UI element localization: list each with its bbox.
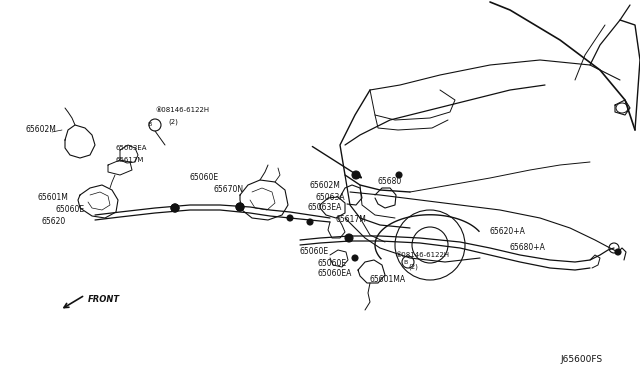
Text: 65060E: 65060E	[318, 259, 347, 267]
Text: FRONT: FRONT	[88, 295, 120, 305]
Text: 65063A: 65063A	[315, 192, 344, 202]
Circle shape	[352, 171, 360, 179]
Text: 65617M: 65617M	[335, 215, 366, 224]
Text: ⑧08146-6122H: ⑧08146-6122H	[155, 107, 209, 113]
Circle shape	[236, 203, 244, 211]
Text: 65617M: 65617M	[115, 157, 143, 163]
Circle shape	[307, 219, 313, 225]
Text: 65063EA: 65063EA	[308, 203, 342, 212]
Circle shape	[171, 204, 179, 212]
Text: 65680: 65680	[378, 177, 403, 186]
Text: 65060E: 65060E	[190, 173, 219, 183]
Text: B: B	[404, 260, 408, 264]
Text: 65620+A: 65620+A	[490, 228, 526, 237]
Text: 65670N: 65670N	[214, 186, 244, 195]
Circle shape	[171, 204, 179, 212]
Text: 65680+A: 65680+A	[510, 244, 546, 253]
Circle shape	[236, 203, 244, 211]
Circle shape	[345, 234, 353, 242]
Text: 65601M: 65601M	[38, 192, 69, 202]
Text: 65620: 65620	[42, 218, 67, 227]
Text: J65600FS: J65600FS	[560, 356, 602, 365]
Text: (2): (2)	[408, 264, 418, 270]
Text: (2): (2)	[168, 119, 178, 125]
Text: 65060E: 65060E	[55, 205, 84, 215]
Text: 65602M: 65602M	[25, 125, 56, 135]
Text: 65601MA: 65601MA	[370, 276, 406, 285]
Text: 65063EA: 65063EA	[115, 145, 147, 151]
Text: 65602M: 65602M	[310, 180, 341, 189]
Text: B: B	[148, 122, 152, 128]
Text: 65060E: 65060E	[300, 247, 329, 257]
Circle shape	[287, 215, 293, 221]
Circle shape	[396, 172, 402, 178]
Text: 65060EA: 65060EA	[318, 269, 353, 279]
Circle shape	[615, 249, 621, 255]
Circle shape	[352, 255, 358, 261]
Text: ⑧08146-6122H: ⑧08146-6122H	[395, 252, 449, 258]
